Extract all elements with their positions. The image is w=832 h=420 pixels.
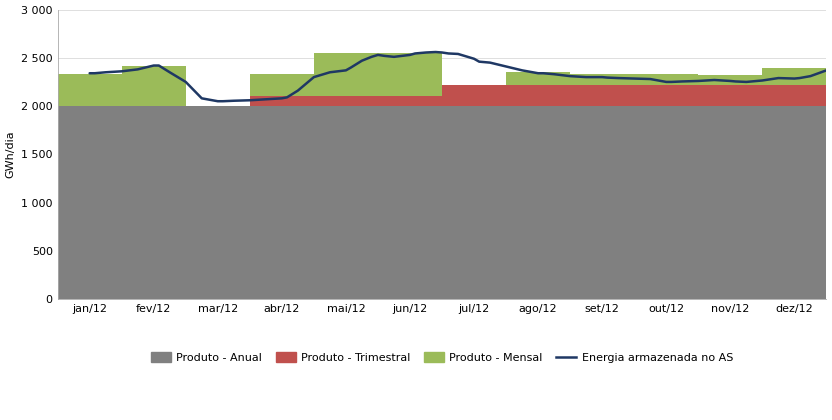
Bar <box>506 85 570 106</box>
Bar <box>570 106 634 299</box>
Bar <box>698 106 762 299</box>
Energia armazenada no AS <box>821 68 831 73</box>
Bar <box>314 53 378 97</box>
Bar <box>378 97 442 106</box>
Y-axis label: GWh/dia: GWh/dia <box>6 131 16 178</box>
Bar <box>250 97 314 106</box>
Bar <box>186 106 250 299</box>
Bar <box>762 68 826 85</box>
Bar <box>698 75 762 85</box>
Legend: Produto - Anual, Produto - Trimestral, Produto - Mensal, Energia armazenada no A: Produto - Anual, Produto - Trimestral, P… <box>146 348 738 368</box>
Energia armazenada no AS <box>431 50 441 55</box>
Bar <box>121 66 186 106</box>
Bar <box>762 106 826 299</box>
Bar <box>762 85 826 106</box>
Energia armazenada no AS <box>410 51 420 56</box>
Bar <box>250 74 314 97</box>
Energia armazenada no AS <box>213 99 223 104</box>
Energia armazenada no AS <box>282 95 292 100</box>
Energia armazenada no AS <box>85 71 95 76</box>
Bar <box>378 53 442 97</box>
Bar <box>250 106 314 299</box>
Bar <box>442 106 506 299</box>
Bar <box>506 72 570 85</box>
Line: Energia armazenada no AS: Energia armazenada no AS <box>90 52 832 101</box>
Bar <box>121 106 186 299</box>
Bar <box>634 85 698 106</box>
Bar <box>698 85 762 106</box>
Bar <box>57 74 121 106</box>
Bar <box>378 106 442 299</box>
Energia armazenada no AS <box>757 78 767 83</box>
Energia armazenada no AS <box>474 59 484 64</box>
Bar <box>634 106 698 299</box>
Bar <box>570 74 634 85</box>
Bar <box>570 85 634 106</box>
Bar <box>442 85 506 106</box>
Bar <box>57 106 121 299</box>
Bar <box>314 97 378 106</box>
Bar <box>314 106 378 299</box>
Bar <box>506 106 570 299</box>
Bar <box>634 74 698 85</box>
Energia armazenada no AS <box>341 68 351 73</box>
